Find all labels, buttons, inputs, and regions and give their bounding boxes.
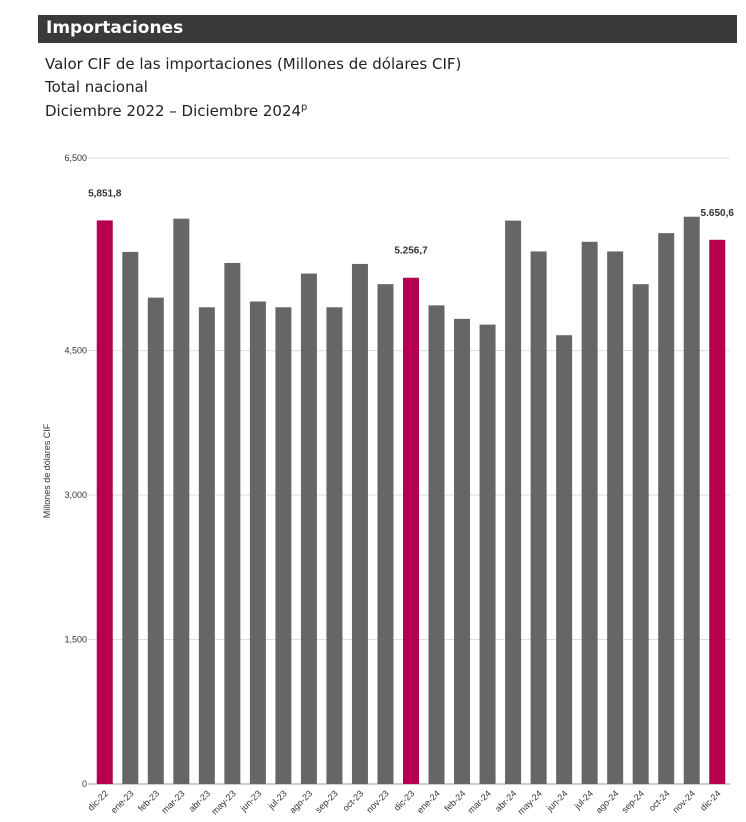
x-tick-label: jun-23	[238, 788, 263, 813]
bar	[377, 284, 394, 784]
bar	[454, 318, 471, 784]
preliminary-marker: p	[301, 102, 308, 113]
bar	[632, 284, 649, 784]
x-tick-label: jul-24	[572, 788, 595, 811]
bar	[428, 305, 445, 784]
bar	[581, 241, 598, 784]
y-tick-label: 3,000	[64, 490, 87, 500]
chart-period: Diciembre 2022 – Diciembre 2024p	[45, 102, 307, 120]
bar	[607, 251, 624, 784]
x-tick-label: nov-23	[364, 788, 391, 815]
y-axis-label: Millones de dólares CIF	[42, 423, 52, 518]
x-tick-label: mar-24	[466, 788, 493, 815]
bar	[198, 307, 215, 784]
x-tick-label: oct-24	[647, 788, 672, 813]
x-tick-label: sep-24	[620, 788, 647, 815]
y-tick-label: 6,500	[64, 153, 87, 163]
bar	[147, 297, 164, 784]
section-header: Importaciones	[38, 15, 737, 43]
x-tick-label: dic-24	[698, 788, 722, 812]
chart-period-text: Diciembre 2022 – Diciembre 2024	[45, 102, 302, 120]
x-tick-label: feb-23	[136, 788, 161, 813]
bar	[683, 216, 700, 785]
x-tick-label: dic-23	[392, 788, 416, 812]
bar	[275, 307, 292, 784]
y-tick-label: 0	[82, 779, 87, 789]
x-tick-label: oct-23	[341, 788, 366, 813]
y-tick-label: 1,500	[64, 635, 87, 645]
x-tick-label: nov-24	[671, 788, 698, 815]
bar	[173, 218, 190, 785]
x-tick-label: feb-24	[442, 788, 467, 813]
data-label: 5,851,8	[88, 188, 122, 199]
x-tick-label: mar-23	[159, 788, 186, 815]
x-tick-label: sep-23	[313, 788, 340, 815]
x-tick-label: may-24	[516, 788, 544, 816]
x-tick-label: abr-23	[187, 788, 212, 813]
section-title: Importaciones	[46, 18, 184, 38]
bar	[479, 324, 496, 784]
x-tick-label: jul-23	[265, 788, 288, 811]
bar	[505, 220, 522, 785]
data-label: 5.650,6	[701, 208, 735, 219]
bar	[351, 263, 368, 784]
data-label: 5.256,7	[394, 246, 428, 257]
bar	[249, 301, 266, 784]
x-tick-label: ago-23	[287, 788, 314, 815]
bar	[122, 251, 139, 784]
bar	[556, 335, 573, 784]
bar	[709, 239, 726, 784]
bar	[300, 273, 317, 784]
x-tick-label: may-23	[209, 788, 237, 816]
chart-subtitle: Valor CIF de las importaciones (Millones…	[45, 55, 462, 73]
x-tick-label: jun-24	[544, 788, 569, 813]
bar	[530, 251, 547, 784]
bar	[224, 262, 241, 785]
y-tick-label: 4,500	[64, 346, 87, 356]
x-tick-label: ago-24	[594, 788, 621, 815]
x-tick-label: ene-24	[415, 788, 442, 815]
bar	[403, 277, 419, 784]
x-tick-label: abr-24	[493, 788, 518, 813]
x-tick-label: ene-23	[109, 788, 136, 815]
bar	[96, 220, 113, 785]
chart-scope: Total nacional	[45, 78, 148, 96]
x-tick-label: dic-22	[86, 788, 110, 812]
bar	[658, 233, 675, 784]
bar	[326, 307, 343, 784]
